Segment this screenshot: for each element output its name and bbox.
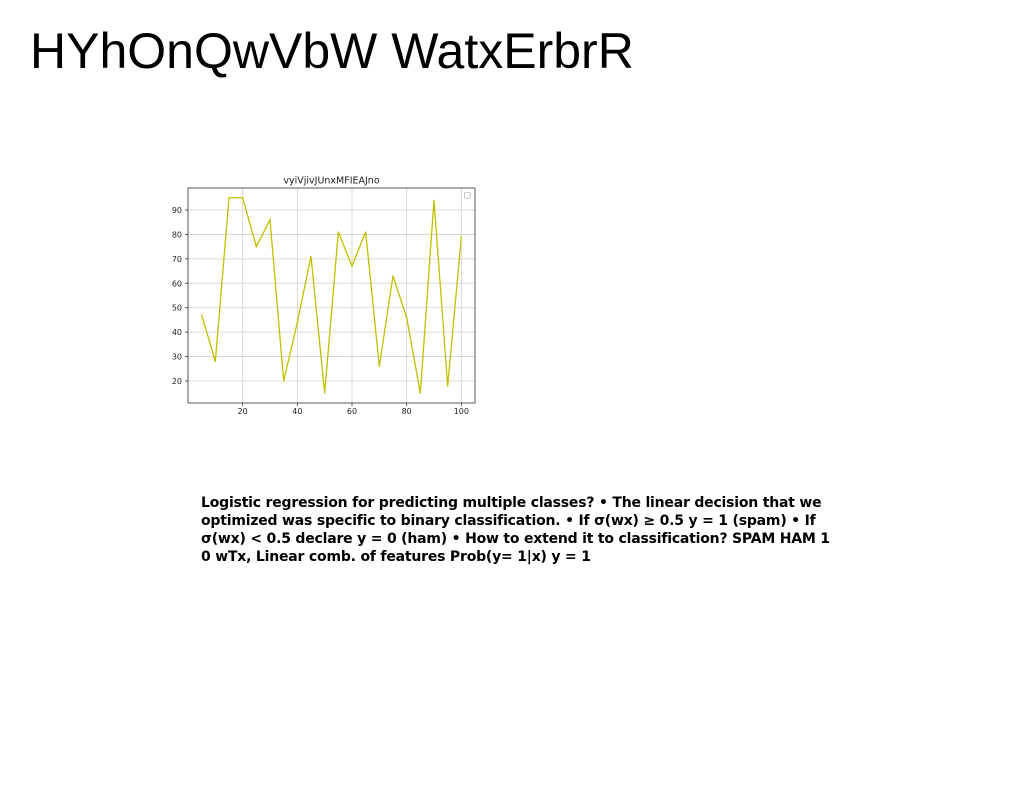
x-tick-label: 80 — [402, 407, 412, 416]
series-layer — [201, 197, 462, 394]
data-point — [365, 231, 367, 233]
line-chart: vyiVjivJUnxMFIEAJno 20 40 60 80 100 20 30 40 50… — [160, 172, 490, 422]
data-point — [310, 255, 312, 258]
data-point — [419, 392, 421, 394]
legend-box — [464, 192, 471, 199]
y-tick-label: 40 — [172, 328, 182, 337]
data-point — [242, 197, 244, 199]
slide-caption: Logistic regression for predicting multi… — [201, 495, 830, 565]
data-point — [433, 199, 435, 201]
data-point — [447, 385, 449, 387]
series-line-0 — [201, 197, 462, 394]
data-point — [201, 314, 203, 316]
x-axis: 20 40 60 80 100 — [238, 403, 469, 416]
y-tick-label: 20 — [172, 377, 182, 386]
data-point — [228, 197, 230, 199]
y-tick-label: 30 — [172, 353, 182, 362]
y-tick-label: 70 — [172, 255, 182, 264]
data-point — [392, 275, 394, 277]
x-tick-label: 60 — [347, 407, 357, 416]
data-point — [406, 316, 408, 319]
data-point — [378, 365, 380, 367]
y-tick-label: 90 — [172, 206, 182, 215]
data-point — [296, 321, 298, 323]
data-point — [255, 246, 257, 248]
y-axis: 20 30 40 50 60 70 80 90 — [172, 206, 188, 386]
page-title: HYhOnQwVbW WatxErbrR — [30, 23, 634, 79]
data-point — [351, 265, 353, 267]
y-tick-label: 50 — [172, 304, 182, 313]
y-tick-label: 60 — [172, 279, 182, 288]
x-tick-label: 20 — [238, 407, 248, 416]
data-point — [324, 392, 326, 394]
data-point — [460, 236, 462, 238]
data-point — [214, 360, 216, 363]
chart-title: vyiVjivJUnxMFIEAJno — [283, 176, 379, 187]
data-point — [337, 231, 339, 233]
x-tick-label: 40 — [292, 407, 302, 416]
x-tick-label: 100 — [454, 407, 469, 416]
data-point — [283, 380, 285, 382]
chart-svg: vyiVjivJUnxMFIEAJno 20 40 60 80 100 20 30 40 50… — [172, 176, 476, 416]
data-point — [269, 219, 271, 221]
plot-frame — [187, 187, 476, 404]
grid-lines — [188, 188, 475, 403]
y-tick-label: 80 — [172, 230, 182, 239]
